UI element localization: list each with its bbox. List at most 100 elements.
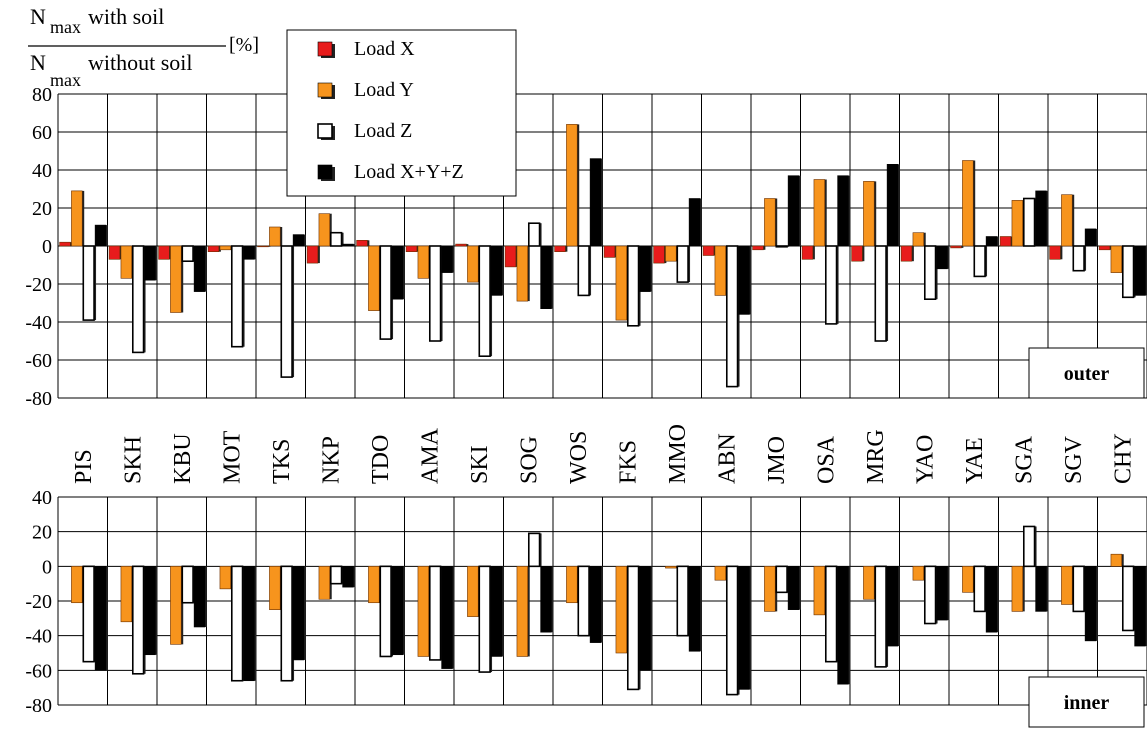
- bar-outer-load-z-fks: [626, 245, 640, 327]
- bar-inner-load-y-yao: [912, 566, 925, 581]
- bar-inner-load-x-y-z-yae: [985, 566, 998, 633]
- bar-outer-load-x-y-z-ski: [490, 245, 503, 296]
- outer-panel: -80 -60 -40 -20 0 20 40 60 80 outer: [25, 84, 1147, 410]
- bar-inner-load-y-tks: [269, 566, 281, 610]
- bar-outer-load-z-yao: [923, 245, 937, 301]
- bar-outer-load-y-tks: [269, 226, 281, 247]
- bar-inner-load-x-y-z-skh: [144, 566, 156, 656]
- panel-label-inner: inner: [1064, 692, 1110, 714]
- bar-outer-load-y-mrg: [863, 181, 875, 247]
- bar-outer-load-x-ski: [455, 243, 467, 247]
- bar-outer-load-x-y-z-fks: [639, 245, 651, 292]
- bar-inner-load-z-skh: [131, 565, 145, 675]
- category-label-jmo: JMO: [764, 436, 790, 484]
- category-label-mmo: MMO: [665, 424, 691, 484]
- bar-inner-load-y-sga: [1011, 566, 1024, 612]
- bar-outer-load-z-osa: [824, 245, 838, 325]
- y-tick-label: -80: [25, 388, 52, 410]
- bar-inner-load-z-jmo: [775, 565, 788, 594]
- bar-inner-load-z-yao: [923, 565, 937, 625]
- bar-outer-load-x-y-z-osa: [837, 175, 849, 247]
- y-tick-label: -40: [25, 312, 52, 334]
- category-label-abn: ABN: [714, 433, 740, 484]
- bar-outer-load-x-pis: [59, 241, 71, 247]
- category-label-wos: WOS: [566, 431, 592, 484]
- bar-outer-load-x-chy: [1098, 245, 1111, 251]
- bar-outer-load-y-ama: [417, 245, 430, 279]
- bar-inner-load-y-mmo: [665, 566, 677, 569]
- category-label-tks: TKS: [269, 439, 295, 484]
- bar-inner-load-y-kbu: [170, 566, 182, 645]
- bar-outer-load-x-tks: [257, 245, 269, 248]
- bar-inner-load-x-y-z-chy: [1134, 566, 1146, 647]
- bar-outer-load-x-y-z-ama: [441, 245, 453, 273]
- bar-outer-load-y-yao: [912, 232, 925, 247]
- legend-label-load-x-y-z: Load X+Y+Z: [354, 161, 464, 183]
- bar-outer-load-x-y-z-mmo: [688, 198, 701, 247]
- bar-inner-load-z-sgv: [1072, 565, 1085, 613]
- bar-outer-load-x-mmo: [653, 245, 665, 264]
- bar-outer-load-y-fks: [615, 245, 628, 321]
- bar-outer-load-z-abn: [725, 245, 739, 388]
- bar-inner-load-z-pis: [82, 565, 95, 663]
- bar-outer-load-x-skh: [108, 245, 121, 260]
- bar-inner-load-y-sog: [516, 566, 529, 657]
- bar-outer-load-z-kbu: [181, 245, 194, 262]
- category-label-mrg: MRG: [863, 429, 889, 484]
- bar-outer-load-z-sga: [1022, 197, 1036, 247]
- bar-outer-load-z-pis: [82, 245, 95, 321]
- bar-outer-load-z-sgv: [1072, 245, 1085, 272]
- bar-outer-load-z-mmo: [676, 245, 689, 283]
- bar-inner-load-z-ski: [478, 565, 491, 673]
- bar-outer-load-y-sog: [516, 245, 529, 302]
- y-label-denominator-text: without soil: [88, 50, 193, 75]
- bar-outer-load-x-fks: [603, 245, 616, 258]
- category-label-osa: OSA: [813, 435, 839, 484]
- bar-inner-load-y-yae: [962, 566, 974, 593]
- y-tick-label: -80: [25, 695, 52, 717]
- bar-inner-load-x-y-z-mot: [243, 566, 255, 682]
- y-tick-label: 20: [32, 198, 52, 220]
- bar-inner-load-z-nkp: [329, 565, 343, 585]
- bar-outer-load-z-mot: [230, 245, 244, 348]
- panel-label-box: [1028, 347, 1145, 399]
- y-label-denominator-symbol: N: [30, 50, 46, 75]
- bar-outer-load-x-y-z-sga: [1035, 190, 1047, 247]
- bar-inner-load-y-tdo: [368, 566, 380, 604]
- bar-outer-load-y-mot: [219, 245, 232, 251]
- bar-inner-load-y-fks: [615, 566, 628, 654]
- category-label-nkp: NKP: [318, 436, 344, 484]
- bar-inner-load-z-abn: [725, 565, 739, 696]
- bar-outer-load-x-jmo: [752, 245, 764, 251]
- y-label-denominator-subscript: max: [50, 70, 81, 90]
- y-tick-label: 80: [32, 84, 52, 106]
- bar-outer-load-z-wos: [577, 245, 590, 297]
- bar-outer-load-z-jmo: [775, 245, 788, 248]
- bar-inner-load-x-y-z-ski: [490, 566, 503, 657]
- bar-outer-load-y-nkp: [318, 213, 331, 247]
- bar-outer-load-x-y-z-abn: [738, 245, 750, 315]
- bar-inner-load-x-y-z-tdo: [391, 566, 404, 656]
- bar-inner-load-x-y-z-sga: [1035, 566, 1047, 612]
- bar-outer-load-x-tdo: [356, 240, 368, 247]
- bar-outer-load-x-y-z-sog: [540, 245, 552, 310]
- bar-outer-load-x-y-z-wos: [589, 158, 602, 247]
- bar-outer-load-y-abn: [714, 245, 727, 296]
- bar-inner-load-y-pis: [71, 566, 83, 604]
- bar-outer-load-x-y-z-kbu: [193, 245, 206, 292]
- y-tick-label: -20: [25, 274, 52, 296]
- category-label-skh: SKH: [120, 436, 146, 484]
- bar-outer-load-x-y-z-mot: [243, 245, 255, 260]
- category-label-fks: FKS: [615, 440, 641, 484]
- bar-outer-load-x-nkp: [306, 245, 319, 264]
- bar-inner-load-x-y-z-abn: [738, 566, 750, 690]
- legend-swatch-load-x: [317, 41, 333, 57]
- bar-outer-load-z-sog: [527, 222, 541, 247]
- bar-outer-load-z-skh: [131, 245, 145, 354]
- y-tick-label: 60: [32, 122, 52, 144]
- y-label-numerator-text: with soil: [88, 4, 164, 29]
- bar-outer-load-z-ama: [428, 245, 442, 342]
- y-tick-label: -40: [25, 626, 52, 648]
- bar-inner-load-y-mot: [219, 566, 232, 590]
